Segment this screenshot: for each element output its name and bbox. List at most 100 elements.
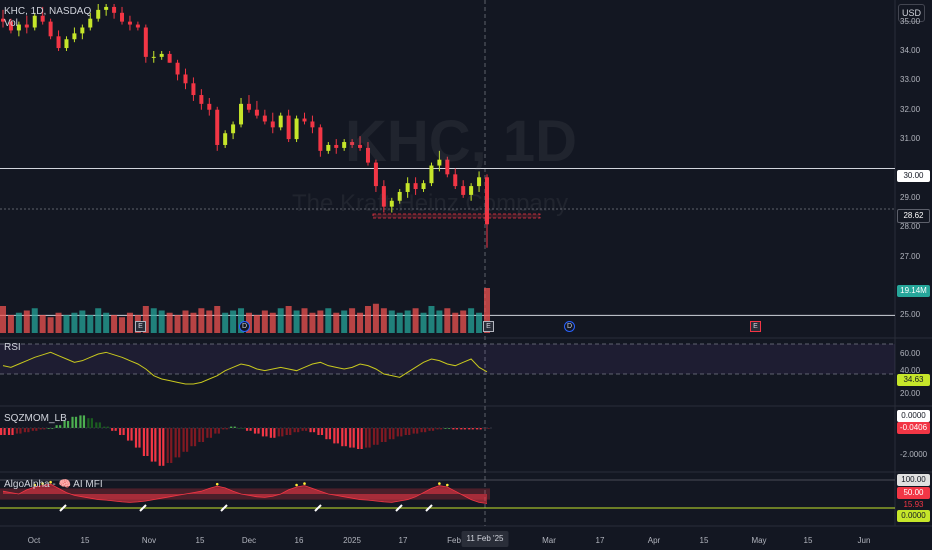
- sqz-bar: [352, 428, 355, 448]
- candle-body: [381, 186, 386, 207]
- sqz-dot: [93, 427, 96, 429]
- watermark-company: The Kraft Heinz Company: [292, 190, 569, 217]
- sqz-bar: [63, 421, 66, 428]
- sqz-bar: [325, 428, 328, 440]
- sqz-bar: [201, 428, 205, 442]
- sqz-dot: [228, 427, 231, 429]
- candle-body: [469, 186, 474, 195]
- sqz-bar: [439, 428, 443, 430]
- sqz-dot: [204, 427, 207, 429]
- time-tick-label: 15: [195, 536, 205, 545]
- sqz-dot: [247, 427, 250, 429]
- sqz-zero-badge: 0.0000: [897, 410, 930, 422]
- volume-bar: [420, 312, 427, 333]
- sqz-dot: [303, 427, 306, 429]
- sqz-bar: [281, 428, 284, 437]
- sqz-dot: [17, 427, 20, 429]
- sqz-bar: [0, 428, 3, 435]
- sqz-dot: [482, 427, 485, 429]
- volume-bar: [31, 308, 38, 333]
- mfi-50-badge: 50.00: [897, 487, 930, 499]
- volume-bar: [269, 312, 276, 333]
- earnings-marker[interactable]: E: [750, 321, 761, 332]
- sqz-bar: [162, 428, 165, 466]
- earnings-marker[interactable]: E: [135, 321, 146, 332]
- current-date-badge: 11 Feb '25: [461, 531, 509, 547]
- sqz-bar: [463, 428, 466, 430]
- sqz-dot: [291, 427, 294, 429]
- sqz-dot: [370, 427, 373, 429]
- sqz-bar: [238, 428, 241, 429]
- mfi-area: [3, 484, 487, 504]
- sqz-bar: [15, 428, 19, 434]
- candle-body: [191, 83, 196, 96]
- candle-body: [445, 159, 450, 175]
- time-tick-label: Dec: [241, 536, 257, 545]
- sqz-dot: [355, 427, 358, 429]
- candle-body: [262, 115, 267, 122]
- time-tick-label: Jun: [857, 536, 871, 545]
- sqz-bar: [468, 428, 471, 430]
- sqz-bar: [98, 422, 101, 428]
- sqz-bar: [384, 428, 387, 442]
- volume-bar: [238, 308, 245, 333]
- sqz-bar: [241, 428, 244, 429]
- sqz-bar: [142, 428, 146, 456]
- sqz-dot: [236, 427, 239, 429]
- dividend-marker[interactable]: D: [564, 321, 575, 332]
- sqz-dot: [315, 427, 318, 429]
- mfi-signal-dot: [49, 480, 52, 484]
- sqz-dot: [299, 427, 302, 429]
- volume-bar: [364, 306, 371, 333]
- sqz-bar: [11, 428, 14, 435]
- sqz-dot: [279, 427, 282, 429]
- volume-label[interactable]: Vol: [4, 18, 18, 29]
- rsi-label[interactable]: RSI: [4, 342, 21, 353]
- sqz-dot: [53, 427, 56, 429]
- price-tick-label: 29.00: [900, 192, 921, 202]
- sqz-bar: [428, 428, 431, 431]
- sqz-dot: [168, 427, 171, 429]
- symbol-title[interactable]: KHC, 1D, NASDAQ: [4, 6, 92, 17]
- sqz-dot: [347, 427, 350, 429]
- mfi-signal-dot: [295, 483, 298, 487]
- sqz-bar: [349, 428, 352, 448]
- time-tick-label: Apr: [647, 536, 661, 545]
- sqz-bar: [404, 428, 407, 435]
- sqz-dot: [307, 427, 310, 429]
- sqz-dot: [33, 427, 36, 429]
- sqz-dot: [446, 427, 449, 429]
- sqz-dot: [489, 427, 492, 429]
- sqz-label[interactable]: SQZMOM_LB: [4, 413, 67, 424]
- sqz-bar: [388, 428, 391, 440]
- sqz-dot: [156, 427, 159, 429]
- watermark-ticker: KHC, 1D: [345, 109, 578, 174]
- sqz-bar: [103, 426, 106, 428]
- candle-body: [294, 118, 299, 140]
- sqz-bar: [178, 428, 181, 458]
- sqz-bar: [471, 428, 474, 430]
- sqz-bar: [166, 428, 169, 463]
- support-zone: [372, 213, 541, 219]
- sqz-dot: [474, 427, 477, 429]
- currency-button[interactable]: USD: [898, 4, 925, 22]
- sqz-bar: [265, 428, 268, 437]
- volume-bar: [253, 315, 260, 333]
- dividend-marker[interactable]: D: [239, 321, 250, 332]
- volume-bar: [372, 303, 379, 333]
- time-tick-label: May: [751, 536, 767, 545]
- sqz-bar: [364, 428, 368, 448]
- earnings-marker[interactable]: E: [483, 321, 494, 332]
- candle-body: [485, 177, 489, 225]
- sqz-dot: [21, 427, 24, 429]
- sqz-dot: [220, 427, 223, 429]
- candle-body: [56, 36, 61, 49]
- sqz-dot: [73, 427, 76, 429]
- sqz-bar: [138, 428, 141, 448]
- sqz-dot: [212, 427, 215, 429]
- mfi-label[interactable]: AlgoAlpha - 🧠 AI MFI: [4, 479, 103, 490]
- sqz-bar: [130, 428, 133, 441]
- sqz-bar: [273, 428, 276, 438]
- sqz-bar: [27, 428, 30, 433]
